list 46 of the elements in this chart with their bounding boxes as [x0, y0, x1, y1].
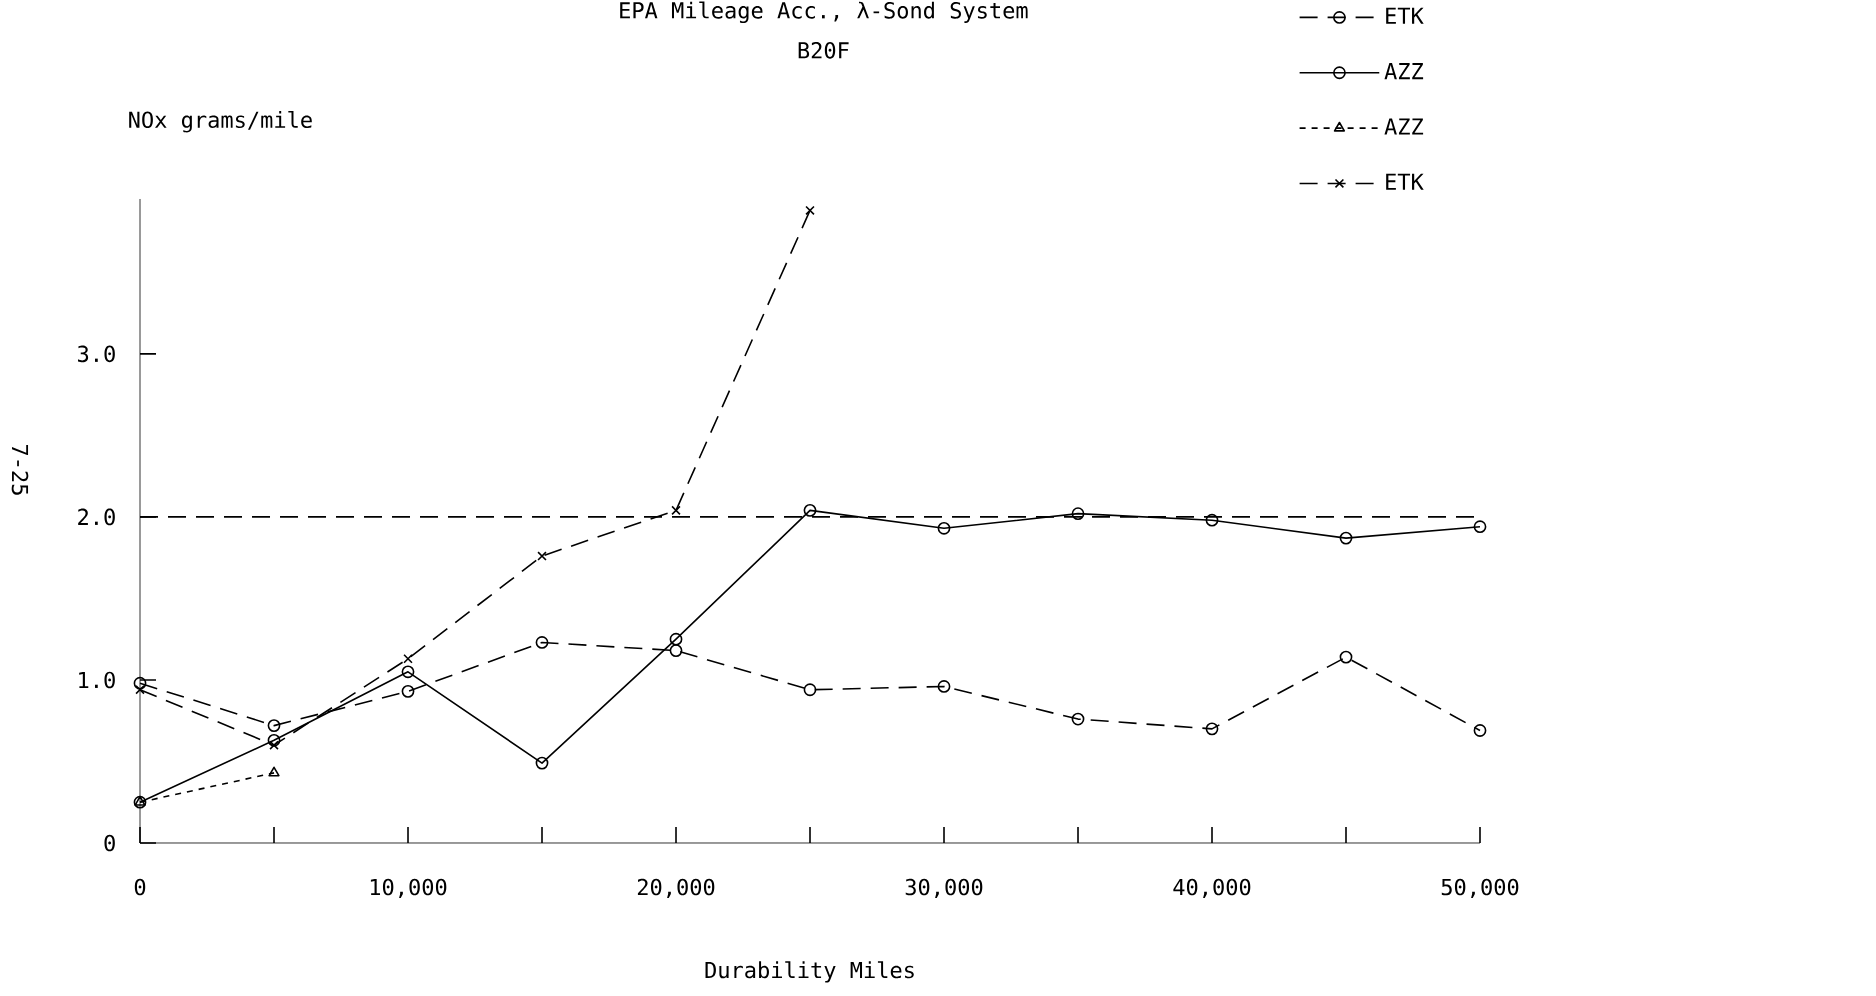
text: 7-25 — [11, 445, 29, 495]
point — [537, 551, 547, 561]
point — [1339, 531, 1353, 545]
point — [1071, 507, 1085, 521]
chart-subtitle: B20F — [798, 42, 849, 59]
point — [669, 632, 683, 646]
x-tick-label: 30,000 — [905, 878, 983, 899]
point — [135, 684, 145, 695]
point — [269, 740, 279, 750]
y-tick-label: 0 — [104, 834, 115, 852]
x-axis-title: Durability Miles — [705, 961, 914, 983]
point — [267, 733, 281, 747]
y-tick-label: 1.0 — [79, 671, 115, 689]
x-tick-label: 40,000 — [1173, 878, 1251, 899]
point — [803, 503, 817, 517]
point — [535, 756, 549, 770]
y-axis-title: NOx grams/mile — [129, 110, 312, 133]
point — [1473, 724, 1487, 737]
point — [1339, 650, 1353, 664]
point — [267, 719, 281, 732]
y-tick-label: 2.0 — [78, 508, 115, 526]
point — [805, 205, 815, 216]
chart-title: EPA Mileage Acc., λ-Sond System — [620, 1, 1028, 24]
point — [937, 680, 951, 693]
x-tick-label: 50,000 — [1441, 878, 1519, 899]
legend-label: AZZ — [1384, 63, 1424, 80]
point — [937, 521, 951, 535]
point — [1473, 520, 1487, 534]
legend-label: AZZ — [1384, 118, 1424, 135]
x-tick-label: 10,000 — [370, 878, 447, 899]
point — [133, 676, 147, 690]
legend-label: ETK — [1386, 173, 1424, 190]
point — [1205, 722, 1219, 736]
point — [671, 505, 681, 516]
y-tick-label: 3.0 — [78, 345, 115, 363]
point — [403, 653, 413, 664]
point — [1071, 712, 1085, 726]
point — [669, 644, 683, 658]
x-tick-label: 0 — [134, 878, 146, 896]
point — [401, 684, 415, 698]
legend-label: ETK — [1386, 7, 1424, 24]
point — [1205, 513, 1219, 527]
point — [803, 683, 817, 697]
x-tick-label: 20,000 — [637, 878, 715, 899]
point — [535, 636, 549, 649]
point — [401, 665, 415, 679]
